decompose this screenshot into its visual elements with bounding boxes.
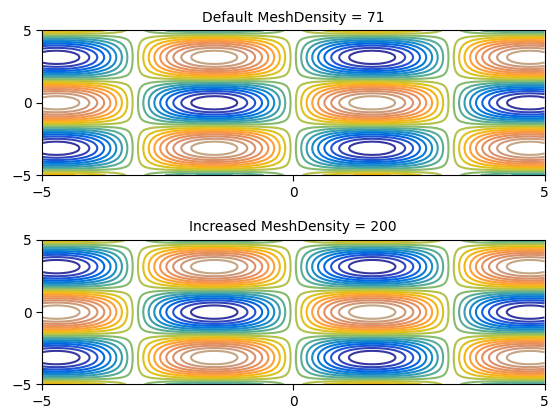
- Title: Increased MeshDensity = 200: Increased MeshDensity = 200: [189, 220, 397, 234]
- Title: Default MeshDensity = 71: Default MeshDensity = 71: [202, 11, 385, 25]
